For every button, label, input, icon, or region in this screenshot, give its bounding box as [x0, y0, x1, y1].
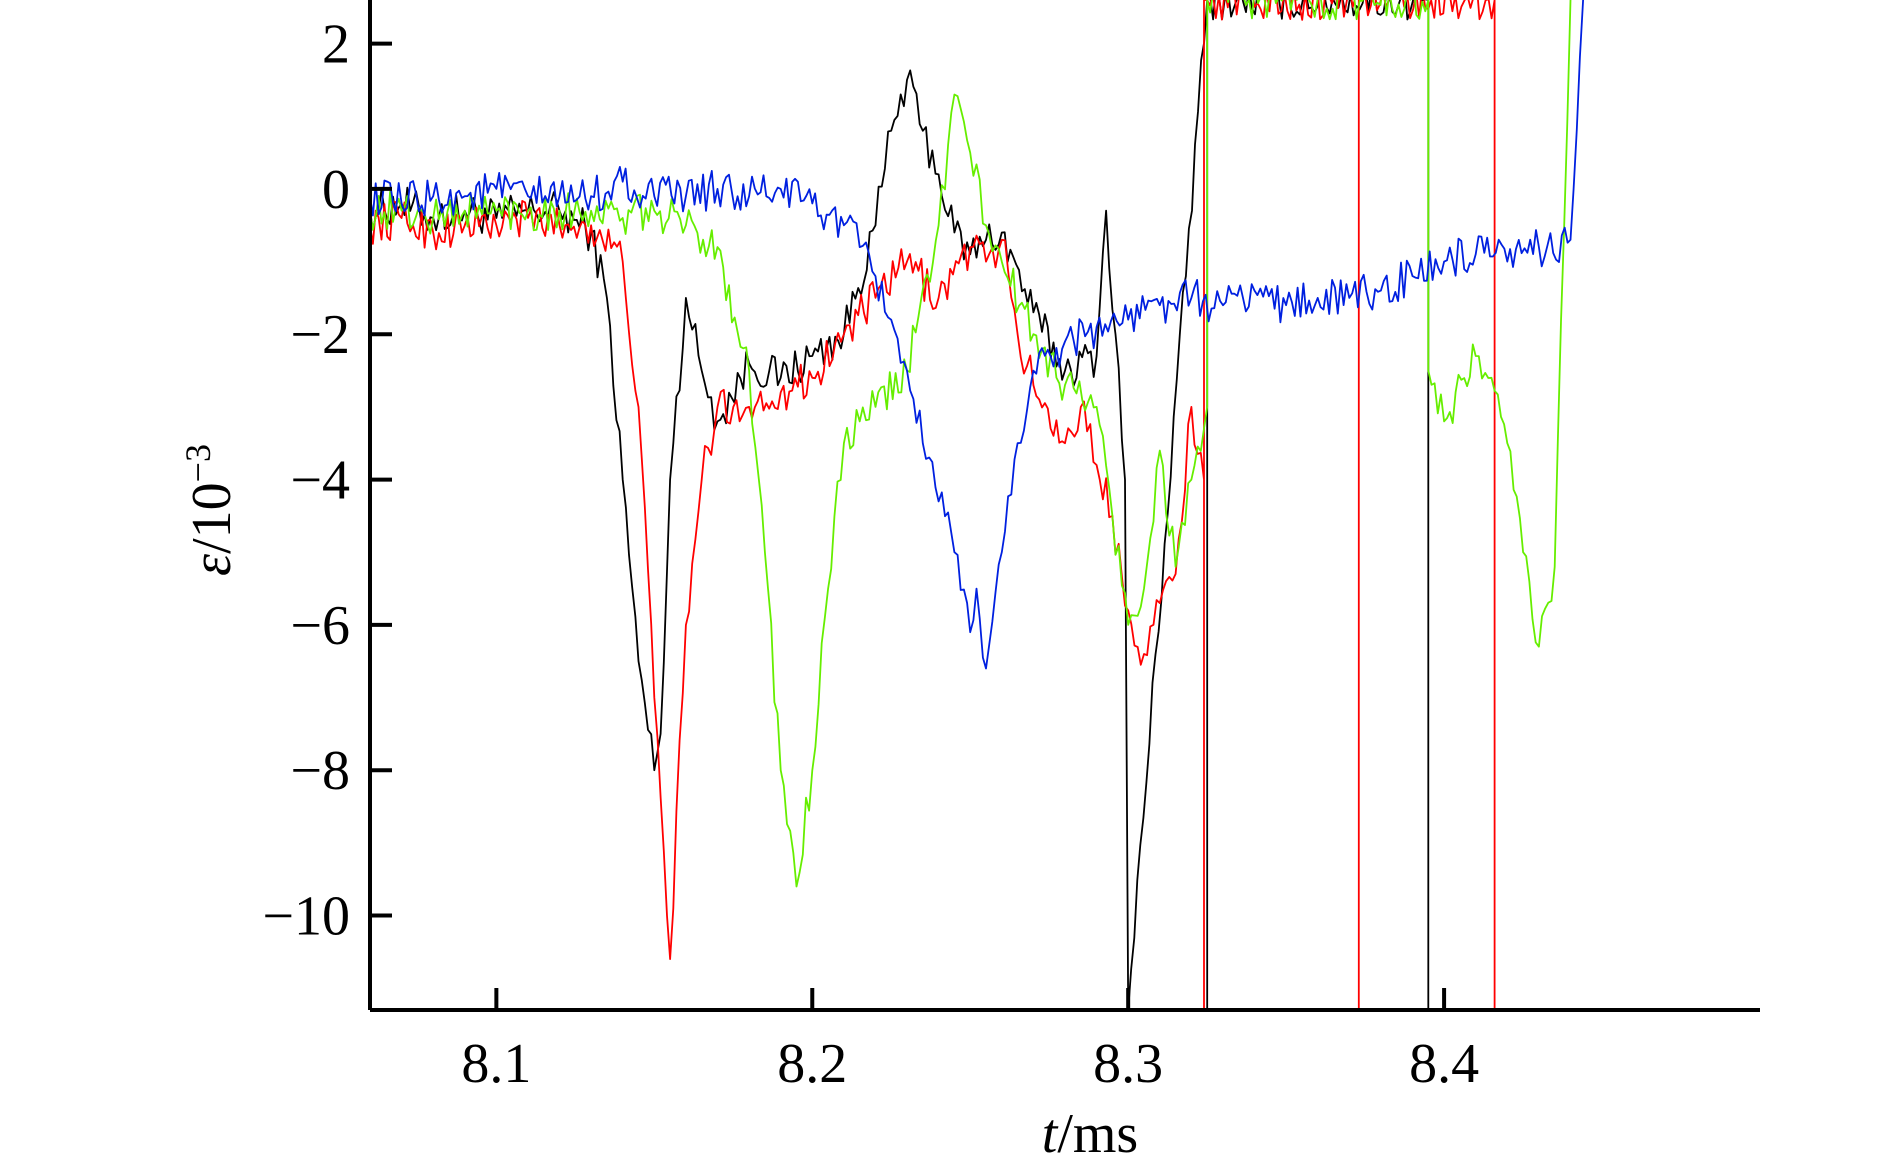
- y-axis-title-sup: −3: [178, 444, 218, 482]
- y-tick-label: −10: [262, 886, 350, 948]
- y-tick-label: 2: [322, 14, 350, 76]
- x-ticks: 8.1 8.2 8.3 8.4: [461, 988, 1479, 1095]
- y-axis-title-rest: /10: [181, 482, 243, 554]
- x-tick-label: 8.2: [777, 1033, 847, 1095]
- x-tick-label: 8.3: [1093, 1033, 1163, 1095]
- y-axis-title: ε/10−3: [178, 444, 243, 576]
- series-line-3: [370, 0, 1572, 888]
- y-tick-label: 0: [322, 159, 350, 221]
- y-axis-title-var: ε: [181, 553, 243, 576]
- x-axis-title: t/ms: [1042, 1103, 1138, 1163]
- series-layer: [370, 0, 1584, 1010]
- series-line-4: [370, 0, 1584, 670]
- series-line-1: [370, 0, 1430, 1010]
- x-tick-label: 8.1: [461, 1033, 531, 1095]
- y-ticks: 2 0 −2 −4 −6 −8 −10: [262, 14, 392, 948]
- y-tick-label: −2: [290, 304, 350, 366]
- y-tick-label: −4: [290, 450, 350, 512]
- x-axis-title-rest: /ms: [1057, 1103, 1138, 1163]
- y-tick-label: −8: [290, 740, 350, 802]
- x-axis-title-var: t: [1042, 1103, 1059, 1163]
- y-tick-label: −6: [290, 595, 350, 657]
- x-tick-label: 8.4: [1409, 1033, 1479, 1095]
